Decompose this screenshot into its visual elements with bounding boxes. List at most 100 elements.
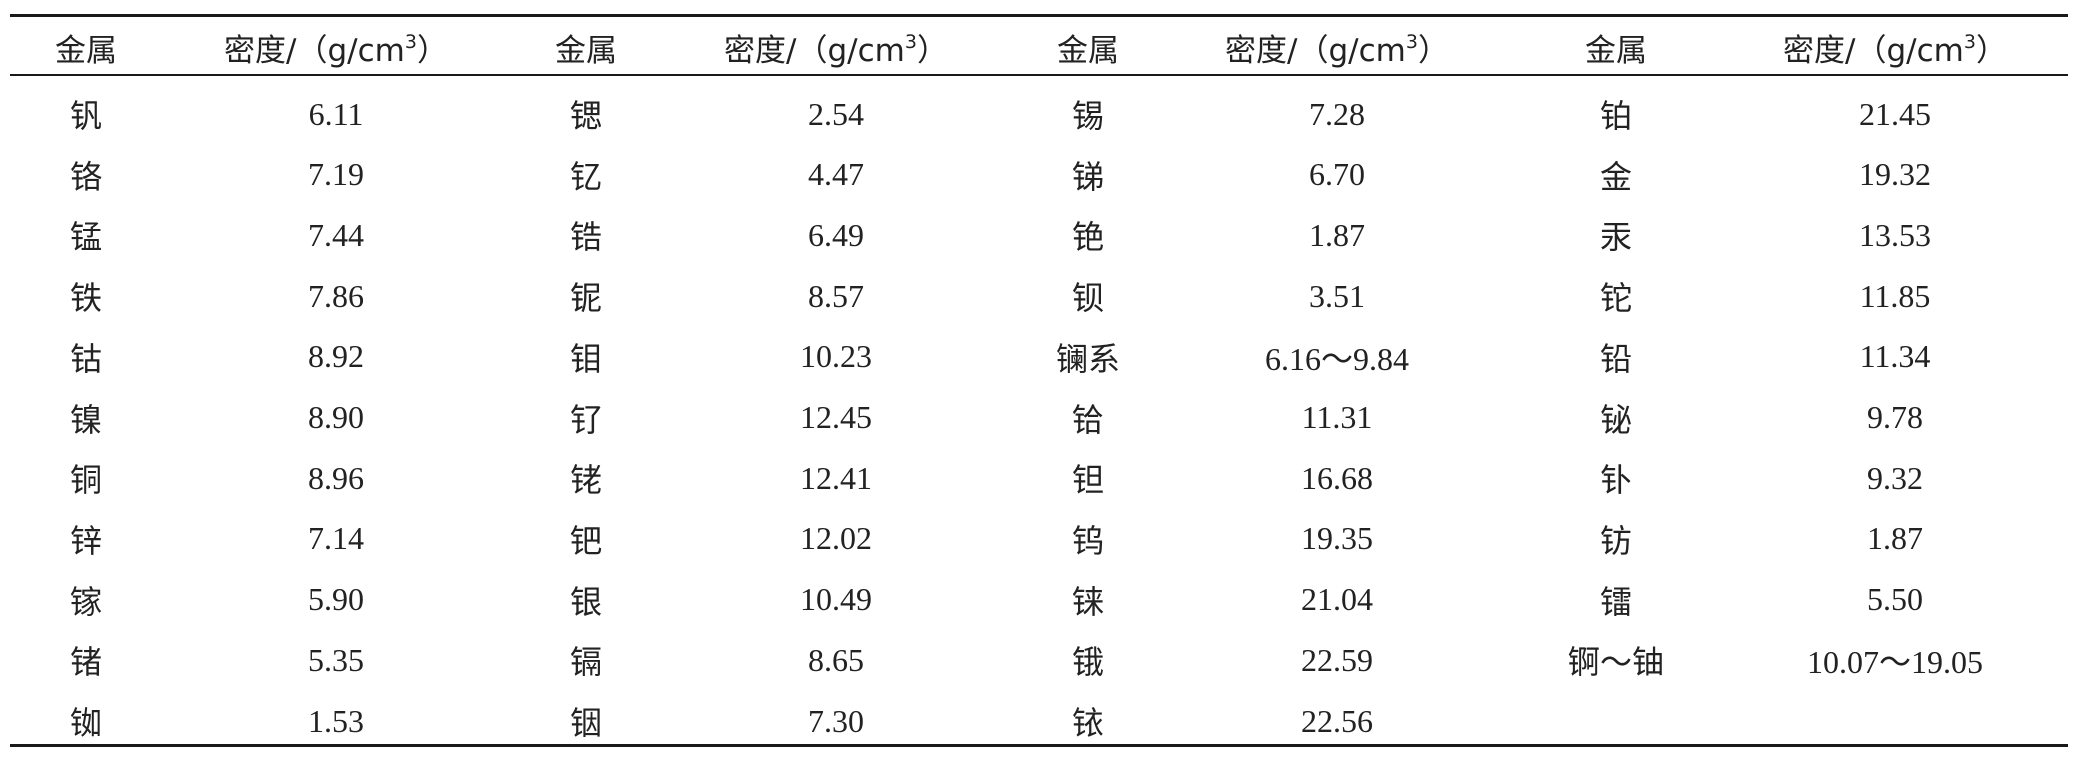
table-row: 铷 1.53 铟 7.30 铱 22.56	[10, 691, 2068, 751]
density-value: 11.31	[1301, 399, 1373, 435]
density-value: 12.41	[800, 459, 872, 496]
metal-name: 钯	[569, 521, 602, 560]
density-value: 6.70	[1309, 156, 1365, 193]
density-value: 7.44	[308, 216, 364, 253]
header-density: 密度/（g/cm3）	[1783, 30, 2007, 69]
header-metal: 金属	[55, 32, 117, 69]
header-metal: 金属	[1585, 32, 1647, 69]
table-row: 铁 7.86 铌 8.57 钡 3.51 铊 11.85	[10, 266, 2068, 326]
metal-name: 金	[1599, 157, 1632, 196]
density-value: 7.86	[308, 277, 364, 314]
table-row: 锌 7.14 钯 12.02 钨 19.35 钫 1.87	[10, 509, 2068, 569]
metal-name: 钼	[569, 339, 602, 378]
density-value: 21.04	[1301, 581, 1373, 618]
metal-name: 钽	[1071, 461, 1104, 500]
density-value: 11.34	[1859, 338, 1931, 375]
metal-name: 锇	[1071, 643, 1104, 682]
density-value: 7.14	[308, 520, 364, 557]
header-metal: 金属	[1057, 32, 1119, 69]
table-row: 镍 8.90 钌 12.45 铪 11.31 铋 9.78	[10, 388, 2068, 448]
density-value: 10.49	[800, 581, 872, 618]
table-row: 锰 7.44 锆 6.49 铯 1.87 汞 13.53	[10, 205, 2068, 265]
metal-name: 锕～铀	[1567, 643, 1664, 682]
header-density: 密度/（g/cm3）	[1225, 30, 1449, 69]
metal-name: 镭	[1599, 582, 1632, 621]
table-row: 钒 6.11 锶 2.54 锡 7.28 铂 21.45	[10, 84, 2068, 144]
metal-name: 锑	[1071, 157, 1104, 196]
density-value: 12.02	[800, 520, 872, 557]
metal-name: 铂	[1599, 97, 1632, 135]
metal-name: 铯	[1071, 218, 1104, 257]
density-value: 21.45	[1859, 95, 1931, 132]
density-value: 6.11	[308, 95, 364, 132]
metal-name: 钫	[1599, 521, 1632, 560]
header-rule	[10, 74, 2068, 76]
metal-name: 钌	[569, 400, 602, 439]
metal-name: 镍	[69, 400, 102, 439]
header-density: 密度/（g/cm3）	[224, 30, 448, 69]
density-value: 4.47	[808, 156, 864, 193]
metal-name: 钋	[1599, 461, 1632, 500]
density-value: 5.50	[1867, 581, 1923, 618]
density-value: 22.56	[1301, 702, 1373, 739]
density-value: 2.54	[808, 95, 864, 132]
density-value: 1.53	[308, 702, 364, 739]
metal-name: 银	[569, 582, 602, 621]
table-row: 铬 7.19 钇 4.47 锑 6.70 金 19.32	[10, 145, 2068, 205]
density-value: 5.90	[308, 581, 364, 618]
metal-name: 铌	[569, 279, 602, 318]
density-value: 19.32	[1859, 156, 1931, 193]
density-value: 9.78	[1867, 399, 1923, 435]
density-value: 13.53	[1859, 216, 1931, 253]
metal-name: 锰	[69, 218, 102, 257]
density-value: 6.16～9.84	[1264, 340, 1409, 377]
metal-name: 铑	[569, 461, 602, 500]
metal-name: 铁	[69, 279, 102, 318]
metal-name: 锌	[69, 521, 102, 560]
metal-name: 钇	[569, 157, 602, 196]
metal-name: 汞	[1599, 218, 1632, 257]
metal-name: 铅	[1599, 339, 1632, 378]
density-value: 8.90	[308, 399, 364, 435]
metal-name: 铷	[69, 704, 102, 742]
density-value: 8.57	[808, 277, 864, 314]
metal-name: 钨	[1071, 521, 1104, 560]
metal-name: 锶	[569, 97, 602, 135]
metal-name: 铟	[569, 704, 602, 742]
table-row: 锗 5.35 镉 8.65 锇 22.59 锕～铀 10.07～19.05	[10, 630, 2068, 690]
table-row: 铜 8.96 铑 12.41 钽 16.68 钋 9.32	[10, 448, 2068, 508]
density-value: 16.68	[1301, 459, 1373, 496]
metal-name: 铋	[1599, 400, 1632, 439]
density-value: 19.35	[1301, 520, 1373, 557]
density-value: 10.23	[800, 338, 872, 375]
header-metal: 金属	[555, 32, 617, 69]
density-value: 1.87	[1309, 216, 1365, 253]
metal-name: 镧系	[1055, 339, 1120, 378]
metal-name: 铪	[1071, 400, 1104, 439]
density-value: 9.32	[1867, 459, 1923, 496]
bottom-rule	[10, 744, 2068, 747]
metal-name: 铊	[1599, 279, 1632, 318]
density-value: 5.35	[308, 641, 364, 678]
density-value: 8.92	[308, 338, 364, 375]
metal-name: 钴	[69, 339, 102, 378]
metal-name: 锆	[569, 218, 602, 257]
density-value: 8.96	[308, 459, 364, 496]
density-value: 6.49	[808, 216, 864, 253]
table-row: 钴 8.92 钼 10.23 镧系 6.16～9.84 铅 11.34	[10, 327, 2068, 387]
density-value: 3.51	[1309, 277, 1365, 314]
metal-name: 铼	[1071, 582, 1104, 621]
metal-name: 铜	[69, 461, 102, 500]
metal-name: 钒	[69, 97, 102, 135]
density-value: 10.07～19.05	[1806, 644, 1983, 681]
metal-name: 锗	[69, 643, 102, 682]
density-value: 22.59	[1301, 641, 1373, 678]
density-value: 11.85	[1859, 277, 1931, 314]
density-value: 7.30	[808, 702, 864, 739]
header-row: 金属 密度/（g/cm3） 金属 密度/（g/cm3） 金属 密度/（g/cm3…	[10, 17, 2068, 77]
metal-name: 镓	[69, 582, 102, 621]
metal-name: 铬	[69, 157, 102, 196]
metal-name: 镉	[569, 643, 602, 682]
density-value: 7.19	[308, 156, 364, 193]
metal-name: 钡	[1071, 279, 1104, 318]
